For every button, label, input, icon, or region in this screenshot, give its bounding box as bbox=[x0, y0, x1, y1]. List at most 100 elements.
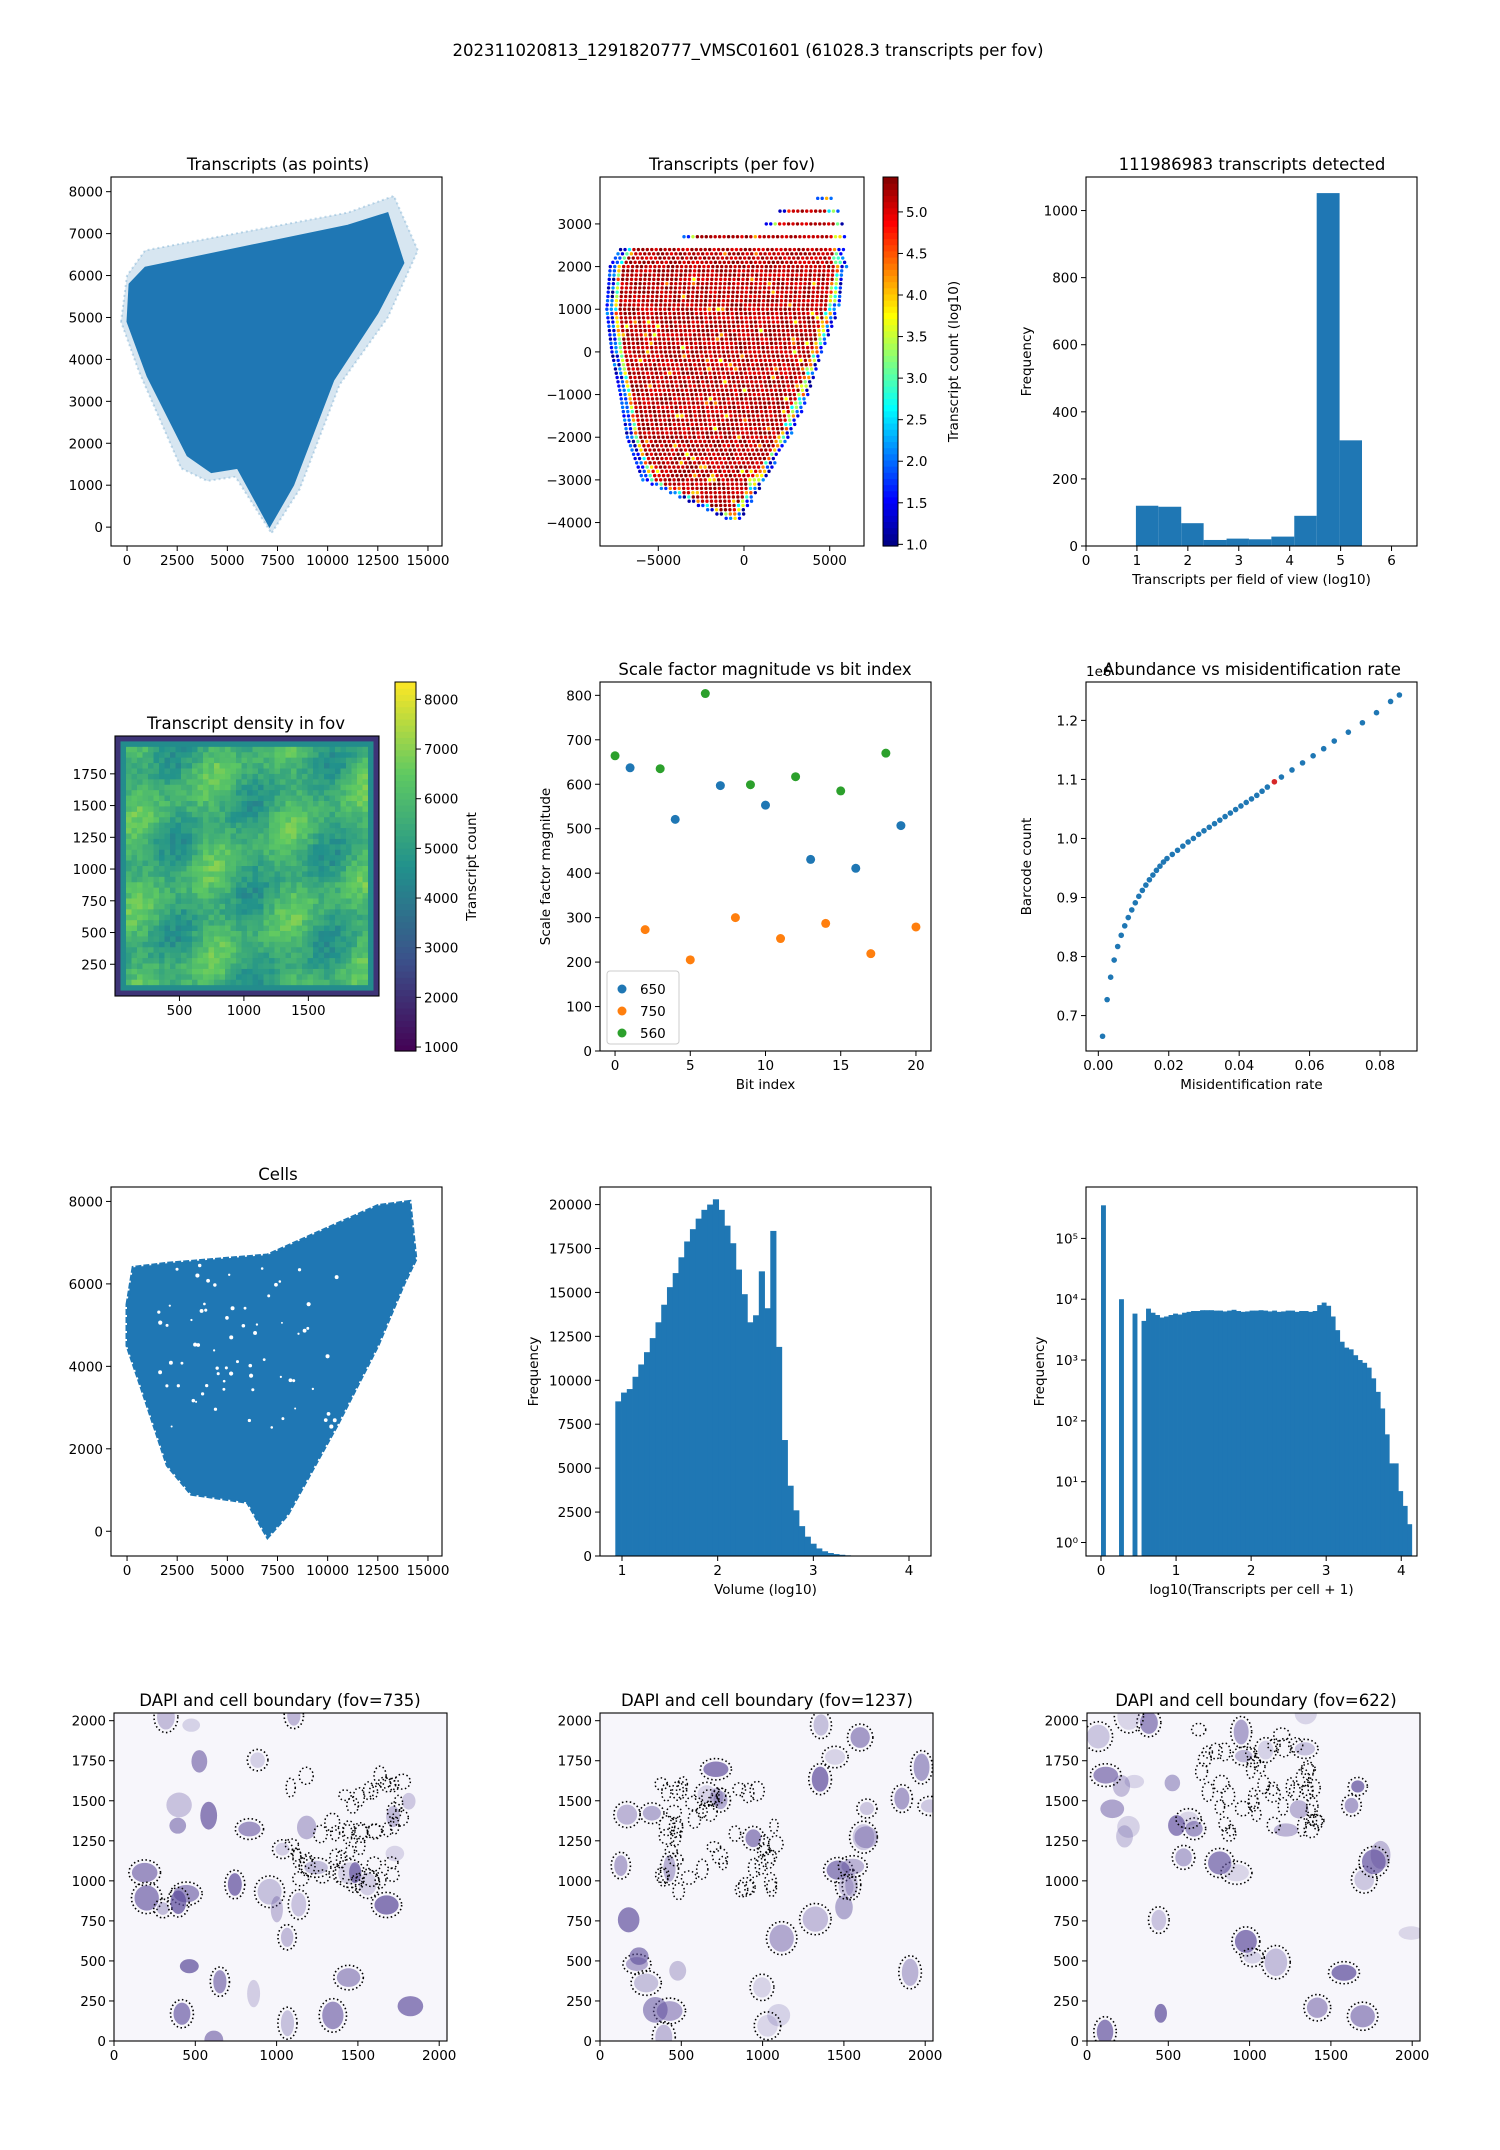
density-cell bbox=[335, 844, 341, 851]
fov-point bbox=[706, 414, 711, 418]
density-cell bbox=[225, 909, 231, 916]
fov-point bbox=[732, 277, 736, 282]
fov-point bbox=[657, 414, 662, 418]
fov-colorbar-tick-label: 2.0 bbox=[906, 454, 927, 470]
fov-point bbox=[737, 273, 741, 277]
fov-point bbox=[734, 478, 739, 482]
density-cell bbox=[153, 860, 160, 867]
fov-point bbox=[655, 294, 659, 299]
fov-point bbox=[729, 256, 734, 260]
x-tick-label: 0 bbox=[123, 553, 132, 569]
fov-point bbox=[806, 299, 810, 303]
fov-point bbox=[709, 375, 713, 380]
fov-point bbox=[831, 264, 835, 269]
fov-point bbox=[665, 431, 669, 435]
density-cell bbox=[280, 887, 286, 894]
fov-point bbox=[761, 307, 765, 311]
fov-point bbox=[681, 299, 686, 303]
density-cell bbox=[219, 844, 226, 851]
fov-point bbox=[668, 350, 672, 354]
density-cell bbox=[137, 822, 143, 829]
fov-point bbox=[642, 444, 646, 448]
fov-point bbox=[622, 337, 626, 341]
fov-point bbox=[697, 362, 701, 367]
fov-point bbox=[762, 316, 766, 320]
fov-point bbox=[706, 409, 710, 414]
fov-point bbox=[645, 299, 650, 303]
density-cell bbox=[236, 882, 242, 889]
fov-point bbox=[766, 444, 771, 448]
fov-point bbox=[686, 456, 691, 461]
fov-point bbox=[741, 448, 746, 452]
fov-point bbox=[756, 256, 760, 260]
fov-point bbox=[808, 328, 812, 333]
fov-point bbox=[689, 256, 693, 260]
fov-point bbox=[638, 380, 642, 384]
density-cell bbox=[318, 763, 325, 769]
density-cell bbox=[346, 779, 352, 786]
density-cell bbox=[291, 903, 297, 910]
fov-point bbox=[713, 426, 717, 431]
fov-point bbox=[710, 358, 714, 363]
fov-point bbox=[807, 354, 811, 358]
density-cell bbox=[351, 931, 358, 937]
density-cell bbox=[351, 887, 358, 894]
fov-point bbox=[655, 354, 660, 358]
density-cell bbox=[313, 860, 319, 867]
density-cell bbox=[236, 828, 242, 834]
fov-point bbox=[804, 337, 809, 341]
density-cell bbox=[219, 947, 226, 954]
density-cell bbox=[181, 898, 187, 905]
density-cell bbox=[313, 958, 319, 964]
fov-point bbox=[825, 260, 829, 265]
fov-point bbox=[709, 354, 713, 358]
fov-point bbox=[700, 252, 705, 256]
fov-point bbox=[703, 422, 708, 427]
density-cell bbox=[324, 893, 330, 899]
fov-colorbar-segment bbox=[883, 189, 898, 197]
fov-point bbox=[703, 482, 708, 486]
density-cell bbox=[258, 936, 264, 943]
density-cell bbox=[313, 985, 319, 992]
density-cell bbox=[186, 963, 193, 970]
fov-point bbox=[684, 388, 689, 392]
density-cell bbox=[236, 784, 242, 791]
density-cell bbox=[263, 838, 270, 845]
density-cell bbox=[263, 898, 270, 905]
fov-point bbox=[663, 418, 667, 422]
fov-point bbox=[653, 337, 657, 341]
fov-point bbox=[677, 350, 681, 354]
density-cell bbox=[170, 768, 176, 775]
density-cell bbox=[335, 903, 341, 910]
density-cell bbox=[236, 811, 242, 818]
density-cell bbox=[192, 898, 198, 905]
fov-point bbox=[730, 392, 734, 397]
fov-point bbox=[700, 281, 705, 286]
fov-point bbox=[653, 414, 657, 418]
density-cell bbox=[340, 768, 347, 775]
fov-point bbox=[786, 384, 790, 388]
fov-point bbox=[672, 345, 676, 350]
density-cell bbox=[241, 941, 248, 948]
density-cell bbox=[181, 752, 187, 759]
density-cell bbox=[181, 806, 187, 813]
fov-point bbox=[773, 333, 777, 337]
density-cell bbox=[131, 876, 138, 883]
density-cell bbox=[329, 931, 336, 937]
density-cell bbox=[214, 828, 220, 834]
density-cell bbox=[142, 806, 149, 813]
fov-point bbox=[815, 316, 820, 320]
density-cell bbox=[274, 849, 281, 856]
fov-point bbox=[659, 371, 663, 375]
fov-point bbox=[634, 269, 639, 273]
fov-point bbox=[819, 247, 823, 252]
fov-point bbox=[715, 264, 719, 269]
fov-point bbox=[764, 461, 768, 465]
fov-point bbox=[641, 350, 645, 354]
fov-point bbox=[772, 431, 776, 435]
fov-point bbox=[744, 444, 749, 448]
density-cell bbox=[153, 806, 160, 813]
density-cell bbox=[142, 920, 149, 927]
density-cell bbox=[247, 849, 253, 856]
density-cell bbox=[241, 828, 248, 834]
